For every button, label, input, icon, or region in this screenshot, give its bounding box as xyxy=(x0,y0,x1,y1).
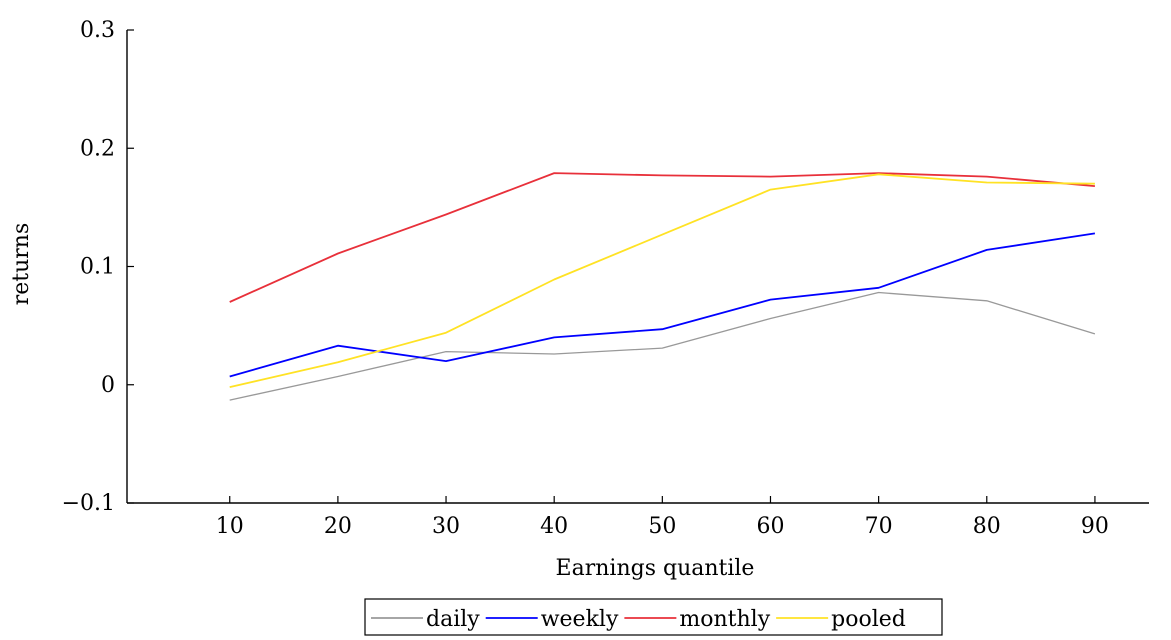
series-lines xyxy=(229,172,1096,401)
x-tick-label: 80 xyxy=(973,514,1001,539)
series-line-monthly xyxy=(229,172,1095,303)
legend-label-monthly: monthly xyxy=(679,607,770,632)
x-tick-label: 30 xyxy=(432,514,460,539)
x-tick-label: 60 xyxy=(756,514,784,539)
x-axis-label: Earnings quantile xyxy=(556,556,755,581)
series-line-daily xyxy=(229,291,1096,401)
y-tick-label: 0.1 xyxy=(80,255,115,280)
y-axis-label: returns xyxy=(9,223,34,306)
series-line-pooled xyxy=(229,173,1095,388)
y-tick-label: −0.1 xyxy=(62,491,115,516)
legend-label-pooled: pooled xyxy=(831,607,906,632)
tick-labels: −0.1 0 0.1 0.2 0.3 10 20 30 40 50 60 70 80 90 xyxy=(62,18,1109,539)
legend-label-daily: daily xyxy=(426,607,480,632)
x-tick-label: 50 xyxy=(648,514,676,539)
y-tick-label: 0 xyxy=(101,373,115,398)
legend-box xyxy=(364,598,943,636)
legend-label-weekly: weekly xyxy=(541,607,619,632)
series-line-weekly xyxy=(229,232,1096,378)
y-tick-label: 0.2 xyxy=(80,136,115,161)
y-tick-label: 0.3 xyxy=(80,18,115,43)
x-tick-label: 70 xyxy=(865,514,893,539)
x-tick-label: 10 xyxy=(216,514,244,539)
axes xyxy=(126,29,1149,504)
x-tick-label: 90 xyxy=(1081,514,1109,539)
legend: daily weekly monthly pooled xyxy=(364,598,943,636)
x-tick-label: 20 xyxy=(324,514,352,539)
x-tick-label: 40 xyxy=(540,514,568,539)
